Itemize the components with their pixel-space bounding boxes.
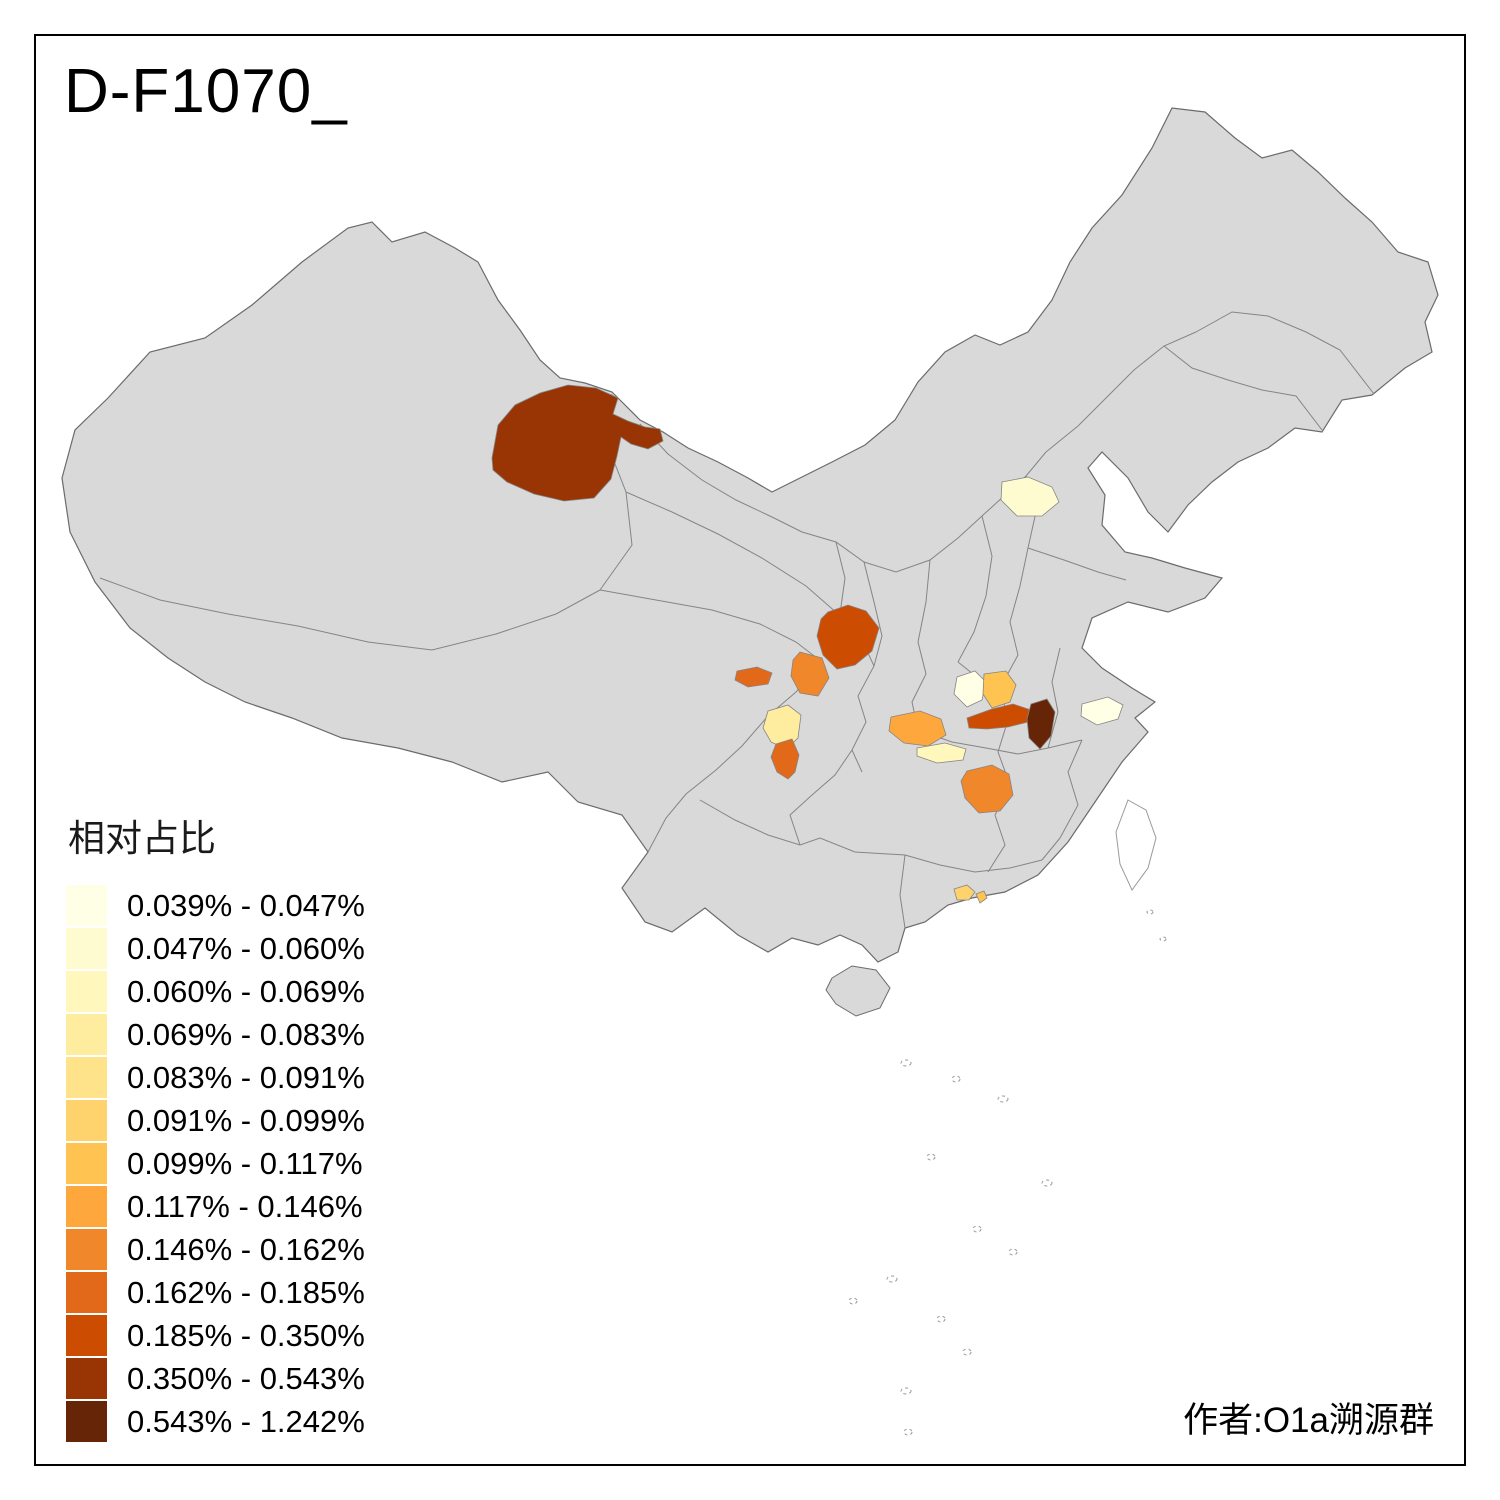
region-nanyang-pale xyxy=(953,670,987,708)
legend-swatch xyxy=(66,1057,107,1098)
region-hubei-south-strip xyxy=(916,742,967,764)
legend-item-6: 0.091% - 0.099% xyxy=(66,1099,365,1142)
region-north-sichuan xyxy=(790,651,830,697)
legend-label: 0.146% - 0.162% xyxy=(127,1231,365,1267)
legend-item-13: 0.543% - 1.242% xyxy=(66,1400,365,1443)
legend-item-5: 0.083% - 0.091% xyxy=(66,1056,365,1099)
legend-label: 0.543% - 1.242% xyxy=(127,1403,365,1439)
legend-swatch xyxy=(66,1401,107,1442)
region-north-xinjiang xyxy=(491,384,664,502)
legend-label: 0.083% - 0.091% xyxy=(127,1059,365,1095)
taiwan-island xyxy=(1115,799,1157,891)
region-chongqing-west xyxy=(770,738,800,780)
region-guangdong-coast-a xyxy=(953,884,976,901)
legend-swatch xyxy=(66,1358,107,1399)
legend-label: 0.117% - 0.146% xyxy=(127,1188,363,1224)
region-west-sichuan-strip xyxy=(734,666,773,688)
legend-swatch xyxy=(66,1014,107,1055)
legend-swatch xyxy=(66,1315,107,1356)
region-nanyang-orange xyxy=(982,670,1017,709)
legend-label: 0.185% - 0.350% xyxy=(127,1317,365,1353)
legend-label: 0.039% - 0.047% xyxy=(127,887,365,923)
legend-label: 0.162% - 0.185% xyxy=(127,1274,365,1310)
region-dabie-dark xyxy=(1026,698,1056,750)
legend-title: 相对占比 xyxy=(68,818,216,859)
legend-label: 0.099% - 0.117% xyxy=(127,1145,363,1181)
highlighted-regions xyxy=(491,384,1124,904)
legend-label: 0.060% - 0.069% xyxy=(127,973,365,1009)
legend-swatch xyxy=(66,928,107,969)
region-guangdong-coast-b xyxy=(975,890,988,904)
legend-item-7: 0.099% - 0.117% xyxy=(66,1142,365,1185)
legend-rows: 0.039% - 0.047% 0.047% - 0.060% 0.060% - 0… xyxy=(66,884,365,1443)
region-hunan-east xyxy=(960,764,1014,814)
legend-item-3: 0.060% - 0.069% xyxy=(66,970,365,1013)
legend-swatch xyxy=(66,1100,107,1141)
region-hebei-coastal xyxy=(1000,476,1060,517)
region-hubei-west xyxy=(888,710,947,747)
legend: 相对占比 0.039% - 0.047% 0.047% - 0.060% 0.060… xyxy=(66,808,365,1443)
legend-label: 0.047% - 0.060% xyxy=(127,930,365,966)
legend-swatch xyxy=(66,885,107,926)
legend-swatch xyxy=(66,1229,107,1270)
region-zhejiang-north xyxy=(1080,696,1124,726)
south-china-sea-islands xyxy=(848,909,1167,1436)
legend-item-12: 0.350% - 0.543% xyxy=(66,1357,365,1400)
legend-label: 0.069% - 0.083% xyxy=(127,1016,365,1052)
legend-item-8: 0.117% - 0.146% xyxy=(66,1185,365,1228)
hainan-island xyxy=(825,965,891,1017)
legend-swatch xyxy=(66,971,107,1012)
legend-item-4: 0.069% - 0.083% xyxy=(66,1013,365,1056)
legend-item-9: 0.146% - 0.162% xyxy=(66,1228,365,1271)
plot-title: D-F1070_ xyxy=(64,57,348,126)
legend-item-11: 0.185% - 0.350% xyxy=(66,1314,365,1357)
legend-swatch xyxy=(66,1272,107,1313)
legend-item-10: 0.162% - 0.185% xyxy=(66,1271,365,1314)
legend-item-2: 0.047% - 0.060% xyxy=(66,927,365,970)
legend-label: 0.091% - 0.099% xyxy=(127,1102,365,1138)
legend-label: 0.350% - 0.543% xyxy=(127,1360,365,1396)
region-south-gansu xyxy=(816,604,880,670)
legend-swatch xyxy=(66,1143,107,1184)
legend-item-1: 0.039% - 0.047% xyxy=(66,884,365,927)
attribution: 作者:O1a溯源群 xyxy=(1183,1401,1434,1440)
legend-swatch xyxy=(66,1186,107,1227)
